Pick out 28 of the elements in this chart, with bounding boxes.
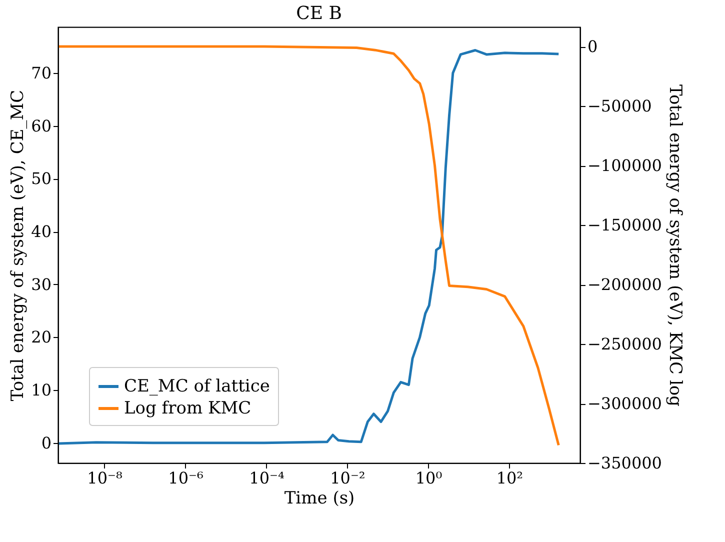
legend-label: CE_MC of lattice bbox=[124, 376, 270, 396]
y2-tick-label: −300000 bbox=[588, 394, 662, 413]
x-tick-label: 10⁻⁸ bbox=[87, 468, 122, 488]
legend-label: Log from KMC bbox=[124, 398, 252, 418]
y2-tick-label: −250000 bbox=[588, 334, 662, 354]
x-tick-label: 10² bbox=[496, 468, 524, 488]
x-tick-label: 10⁻⁶ bbox=[168, 468, 204, 488]
chart-title: CE B bbox=[296, 3, 342, 24]
y2-axis-title: Total energy of system (eV), KMC log bbox=[664, 84, 685, 407]
y-tick-label: 40 bbox=[31, 222, 52, 242]
y-tick-label: 60 bbox=[31, 116, 52, 136]
x-axis-title: Time (s) bbox=[284, 488, 355, 508]
y2-tick-label: −50000 bbox=[588, 96, 652, 116]
y2-tick-label: −200000 bbox=[588, 275, 662, 294]
y-tick-label: 70 bbox=[31, 63, 52, 82]
y-tick-label: 10 bbox=[31, 380, 52, 400]
y2-tick-label: −350000 bbox=[588, 454, 662, 472]
y-tick-label: 0 bbox=[41, 433, 52, 452]
y-tick-label: 20 bbox=[31, 328, 52, 347]
x-tick-label: 10⁻⁴ bbox=[249, 468, 284, 488]
y2-tick-label: −100000 bbox=[588, 156, 662, 176]
y2-tick-label: 0 bbox=[588, 37, 598, 56]
y-tick-label: 50 bbox=[31, 169, 52, 188]
x-tick-label: 10⁻² bbox=[330, 468, 366, 488]
x-tick-label: 10⁰ bbox=[415, 468, 442, 488]
y-tick-label: 30 bbox=[31, 274, 52, 294]
y2-tick-label: −150000 bbox=[588, 216, 662, 235]
y-axis-title: Total energy of system (eV), CE_MC bbox=[8, 90, 28, 402]
